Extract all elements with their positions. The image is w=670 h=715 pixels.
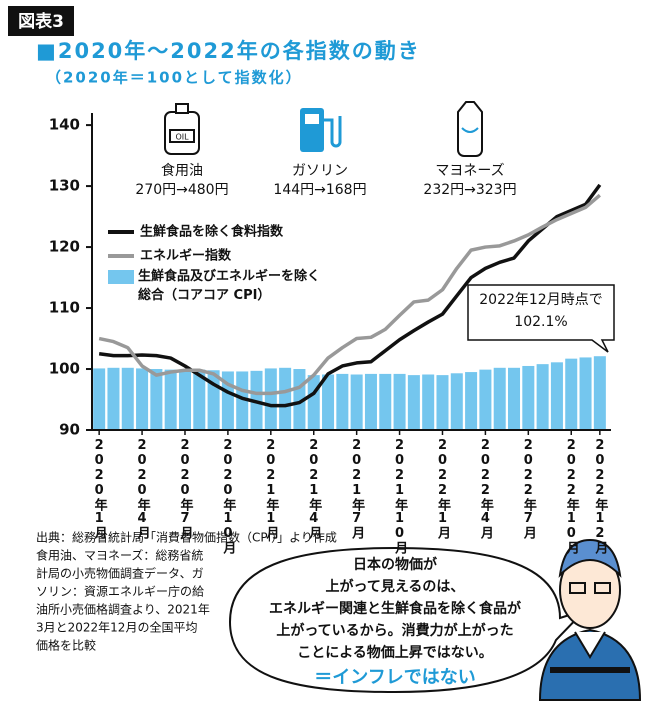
svg-text:OIL: OIL [175,133,189,142]
speech-line: 日本の物価が [353,556,438,573]
mayo-icon [457,101,483,157]
bars [93,356,606,430]
x-tick-label: 2022年4月 [478,438,495,540]
bar [178,369,191,430]
x-tick-label: 2022年1月 [435,438,452,540]
y-tick-label: 110 [49,299,80,317]
legend-swatch [108,270,134,284]
bar [264,368,277,430]
legend-label: エネルギー指数 [140,248,232,264]
bar [565,358,578,430]
bar [107,367,120,430]
bar [436,375,449,430]
bar [136,368,149,430]
bar [593,356,606,430]
bar [150,369,163,430]
bar [465,372,478,430]
line [98,183,602,408]
legend-label: 生鮮食品及びエネルギーを除く総合（コアコア CPI） [138,269,321,303]
bar [236,371,249,430]
bar [422,374,435,430]
speech-line: 上がっているから。消費力が上がった [276,622,513,639]
product-price: 144円→168円 [273,182,366,198]
chart-subtitle: （2020年＝100として指数化） [46,69,303,87]
note: 価格を比較 [36,638,96,653]
bar [379,373,392,430]
x-tick-label: 2020年7月 [177,438,194,540]
bar [508,367,521,430]
speech-line: 上がって見えるのは、 [326,578,465,595]
note: ソリン：資源エネルギー庁の給 [36,585,204,599]
x-tick-label: 2021年4月 [306,438,323,540]
x-tick-label: 2020年10月 [220,438,237,555]
product-price: 232円→323円 [423,182,516,198]
product-name: マヨネーズ [435,163,504,179]
bar [336,373,349,430]
note: 油所小売価格調査より、2021年 [36,602,210,617]
x-tick-label: 2020年4月 [135,438,152,540]
product-price: 270円→480円 [135,182,228,198]
line [98,193,601,396]
y-tick-label: 130 [49,177,80,195]
x-tick-label: 2020年1月 [92,438,109,540]
bar [322,374,335,430]
speech-line: ＝インフレではない [314,667,475,688]
badge-bg [8,6,74,36]
chart-title: ■2020年～2022年の各指数の動き [36,39,421,63]
bar [193,369,206,430]
bar [550,362,563,430]
bar [121,367,134,430]
bar [407,375,420,430]
note: 3月と2022年12月の全国平均 [36,620,197,635]
bar [579,357,592,430]
x-tick-label: 2022年12月 [592,438,609,555]
x-tick-label: 2022年10月 [564,438,581,555]
note: 計局の小売物価調査データ、ガ [36,566,204,581]
legend-label: 生鮮食品を除く食料指数 [140,224,284,240]
person [538,538,642,701]
callout-line: 2022年12月時点で [479,292,602,308]
note: 食用油、マヨネーズ：総務省統 [36,548,203,563]
y-tick-label: 90 [59,421,80,439]
lines [98,183,602,408]
bar [479,369,492,430]
bar [207,370,220,430]
speech-line: エネルギー関連と生鮮食品を除く食品が [269,600,522,617]
bar [450,373,463,430]
badge: 図表3 [18,11,64,32]
speech-line: ことによる物価上昇ではない。 [297,644,493,661]
callout-box [467,284,615,353]
x-tick-label: 2022年7月 [521,438,538,540]
oil-icon: OIL [164,103,200,155]
callout-line: 102.1% [514,314,567,330]
bar [279,367,292,430]
y-tick-label: 100 [49,360,80,378]
y-tick-label: 140 [49,116,80,134]
y-tick-label: 120 [49,238,80,256]
product-name: 食用油 [161,162,203,179]
bar [536,364,549,430]
bar [393,373,406,430]
x-tick-label: 2021年1月 [263,438,280,540]
x-tick-label: 2021年10月 [392,438,409,555]
bar [364,373,377,430]
bar [493,367,506,430]
product-name: ガソリン [292,163,348,179]
x-tick-label: 2021年7月 [349,438,366,540]
bar [350,374,363,430]
note: 出典：総務省統計局「消費者物価指数（CPI）」より作成 [36,530,337,545]
speech-bubble [228,546,586,694]
bar [93,368,106,430]
bar [307,375,320,430]
bar [522,365,535,430]
gas-icon [300,108,342,152]
bar [164,369,177,430]
